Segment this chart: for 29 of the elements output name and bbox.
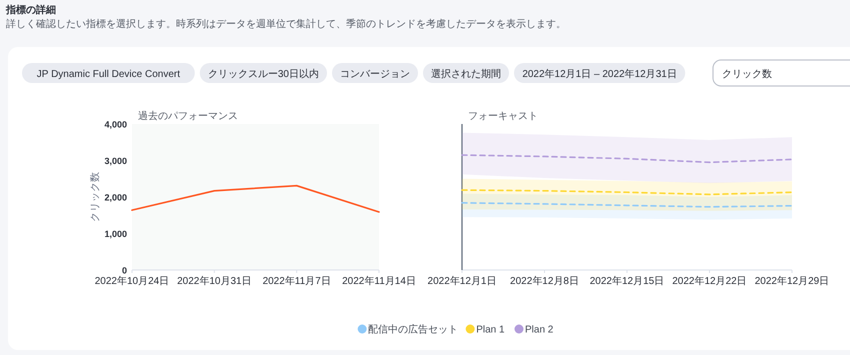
x-tick-label: 2022年10月24日 [94,275,170,287]
x-tick-label: 2022年11月7日 [262,275,331,287]
legend-label: 配信中の広告セット [368,324,458,336]
y-tick-label: 1,000 [104,229,127,239]
y-tick-label: 3,000 [104,156,127,166]
x-tick-label: 2022年12月1日 [428,275,496,287]
line-series [131,184,380,213]
text: 2022年12月1日 – 2022年12月31日 [522,68,677,80]
legend-label: Plan 1 [476,324,505,336]
text: クリック数 [722,69,772,80]
x-tick-label: 2022年12月15日 [590,275,664,287]
y-axis-title: クリック数 [90,172,101,222]
chart-title: フォーキャスト [468,111,538,122]
text: JP Dynamic Full Device Convert [36,69,180,80]
text: 指標の詳細 [5,4,56,16]
legend-label: Plan 2 [525,324,554,336]
x-tick-label: 2022年12月29日 [754,275,830,287]
chart-title: 過去のパフォーマンス [138,110,238,122]
text: 詳しく確認したい指標を選択します。時系列はデータを週単位で集計して、季節のトレンドを考慮したデータを表示します。 [6,18,566,30]
x-tick-label: 2022年11月14日 [342,275,416,287]
x-tick-label: 2022年12月22日 [672,275,747,287]
y-tick-label: 2,000 [104,192,127,202]
y-tick-label: 0 [122,266,127,276]
text: コンバージョン [340,69,410,80]
text: クリックスルー30日以内 [208,68,319,80]
x-tick-label: 2022年10月31日 [177,275,252,287]
text: 選択された期間 [431,68,501,80]
y-tick-label: 4,000 [104,120,127,130]
x-tick-label: 2022年12月8日 [510,275,579,287]
